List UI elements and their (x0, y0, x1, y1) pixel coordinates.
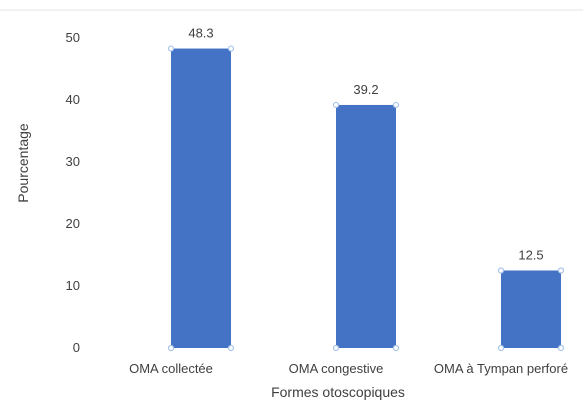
x-category-label: OMA congestive (289, 361, 384, 376)
bar-handle (167, 45, 175, 52)
data-label: 39.2 (353, 82, 378, 97)
y-axis: 0 10 20 30 40 50 (66, 30, 80, 355)
y-tick-label: 20 (66, 216, 80, 231)
bar-handle (557, 344, 565, 352)
y-tick-label: 40 (66, 92, 80, 107)
bar-handle (332, 344, 340, 352)
y-tick-label: 0 (73, 340, 80, 355)
y-tick-label: 10 (66, 278, 80, 293)
bar-handle (167, 344, 175, 352)
x-axis-title: Formes otoscopiques (271, 384, 405, 400)
bar (171, 48, 231, 348)
bar-handle (497, 344, 505, 352)
x-axis: OMA collectée OMA congestive OMA à Tympan … (129, 361, 568, 376)
data-label: 48.3 (188, 26, 213, 41)
data-labels: 48.3 39.2 12.5 (188, 26, 543, 263)
bar-handle (392, 344, 400, 352)
bar-handle (227, 344, 235, 352)
bar-handle (227, 45, 235, 52)
bar (501, 270, 561, 348)
y-axis-title: Pourcentage (15, 123, 31, 203)
bar-handle (557, 267, 565, 274)
y-tick-label: 30 (66, 154, 80, 169)
bar-handle (332, 101, 340, 109)
bar-series (167, 45, 565, 352)
bar (336, 104, 396, 349)
bar-handle (392, 101, 400, 109)
bar-handle (497, 267, 505, 274)
x-category-label: OMA collectée (129, 361, 213, 376)
y-tick-label: 50 (66, 30, 80, 45)
data-label: 12.5 (518, 248, 543, 263)
x-category-label: OMA à Tympan perforé (434, 361, 568, 376)
